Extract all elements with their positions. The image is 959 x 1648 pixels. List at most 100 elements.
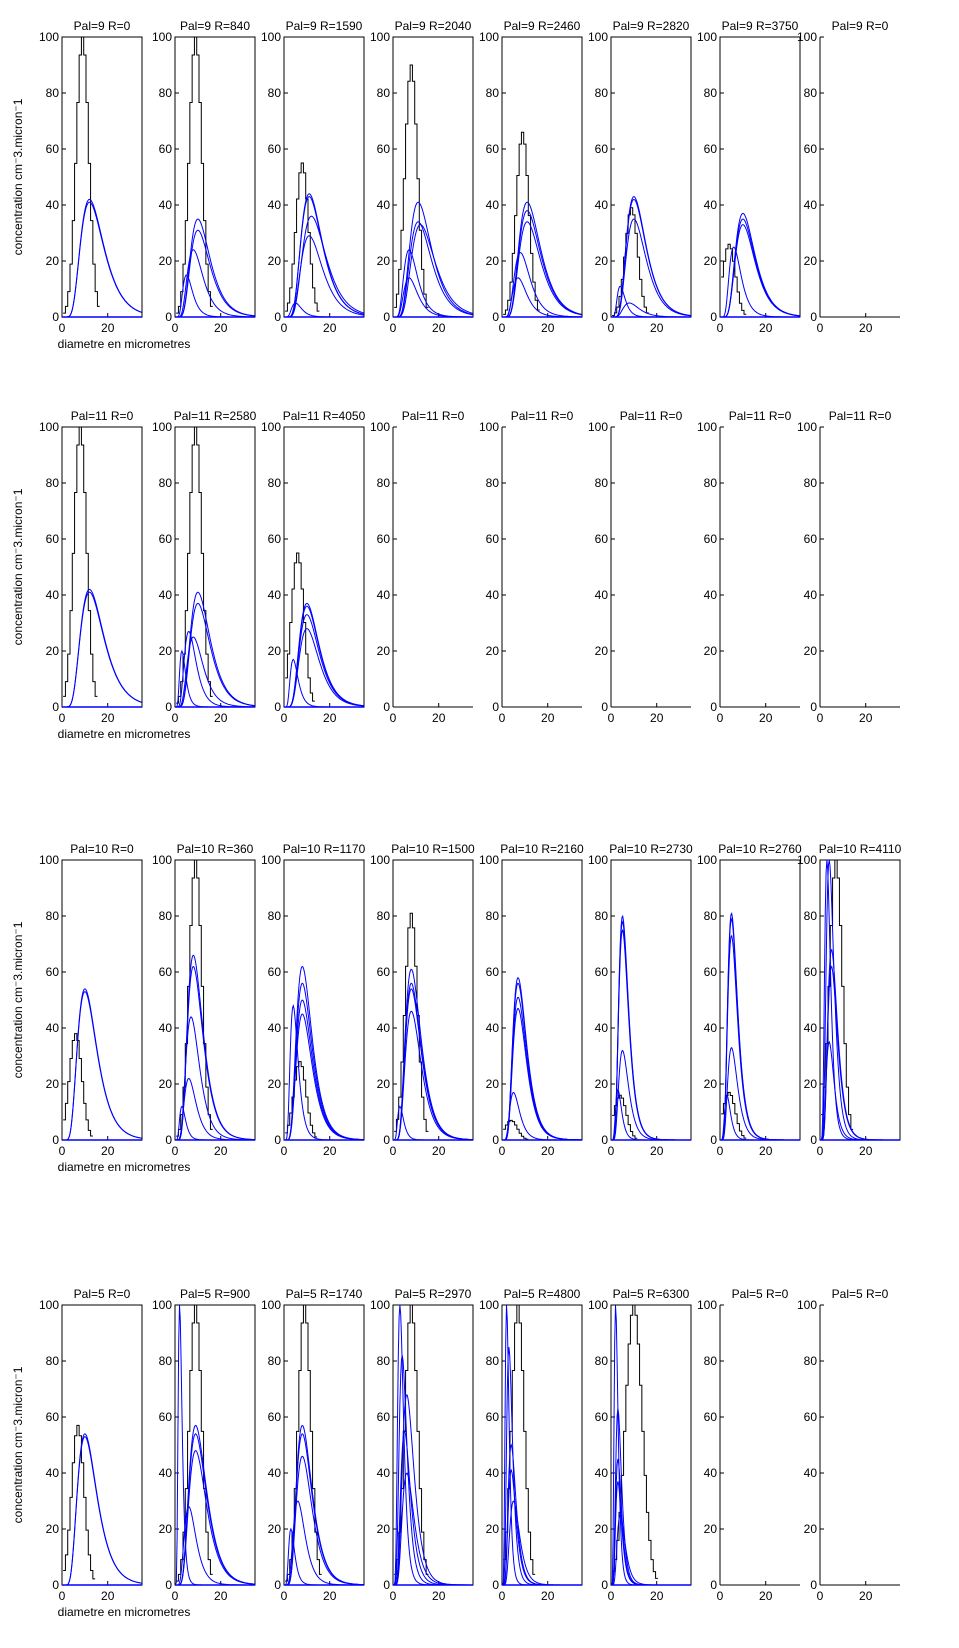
y-tick-label: 80	[704, 86, 718, 100]
y-tick-label: 0	[274, 1578, 281, 1592]
y-tick-label: 0	[492, 310, 499, 324]
y-tick-label: 40	[46, 1021, 60, 1035]
y-tick-label: 0	[165, 1133, 172, 1147]
y-tick-label: 80	[804, 476, 818, 490]
fit-curve-series	[502, 982, 582, 1141]
x-tick-label: 20	[214, 711, 228, 725]
x-tick-label: 0	[59, 1144, 66, 1158]
y-tick-label: 0	[601, 1578, 608, 1592]
y-tick-label: 20	[268, 644, 282, 658]
x-tick-label: 0	[817, 1144, 824, 1158]
y-tick-label: 80	[377, 86, 391, 100]
x-tick-label: 0	[717, 321, 724, 335]
histogram-series	[63, 1033, 93, 1137]
fit-curve-series	[175, 954, 255, 1141]
panel-title: Pal=11 R=0	[620, 409, 683, 423]
fit-curve-series	[502, 1346, 582, 1586]
fit-curve-series	[720, 912, 800, 1141]
y-tick-label: 80	[804, 1354, 818, 1368]
x-tick-label: 20	[101, 1589, 115, 1603]
fit-curve-series	[611, 928, 691, 1141]
x-tick-label: 0	[608, 1144, 615, 1158]
histogram-series	[285, 552, 315, 702]
y-tick-label: 0	[52, 700, 59, 714]
y-tick-label: 60	[595, 965, 609, 979]
y-tick-label: 40	[159, 588, 173, 602]
y-tick-label: 100	[261, 1298, 281, 1312]
y-tick-label: 60	[159, 532, 173, 546]
x-tick-label: 0	[59, 1589, 66, 1603]
panel-frame	[392, 1304, 474, 1586]
x-tick-label: 20	[759, 1144, 773, 1158]
y-tick-label: 0	[810, 700, 817, 714]
y-tick-label: 40	[377, 1021, 391, 1035]
y-tick-label: 80	[804, 86, 818, 100]
y-tick-label: 40	[804, 1021, 818, 1035]
y-tick-label: 60	[159, 1410, 173, 1424]
fit-curve-series	[62, 201, 142, 318]
panel-title: Pal=11 R=0	[511, 409, 574, 423]
x-tick-label: 0	[59, 321, 66, 335]
y-tick-label: 20	[804, 1522, 818, 1536]
y-tick-label: 20	[268, 1522, 282, 1536]
y-tick-label: 40	[704, 588, 718, 602]
fit-curve-series	[611, 1088, 691, 1141]
y-tick-label: 80	[704, 909, 718, 923]
y-tick-label: 40	[159, 1466, 173, 1480]
y-tick-label: 0	[601, 700, 608, 714]
fit-curve-series	[393, 1010, 473, 1141]
fit-curve-series	[820, 965, 900, 1141]
y-tick-label: 40	[268, 198, 282, 212]
y-tick-label: 100	[697, 853, 717, 867]
y-tick-label: 0	[710, 700, 717, 714]
fit-curve-series	[393, 1430, 473, 1586]
y-tick-label: 0	[165, 310, 172, 324]
x-tick-label: 20	[859, 1144, 873, 1158]
y-tick-label: 40	[46, 1466, 60, 1480]
histogram-series	[503, 131, 540, 315]
fit-curve-series	[720, 917, 800, 1141]
x-tick-label: 0	[608, 1589, 615, 1603]
y-tick-label: 20	[486, 254, 500, 268]
y-tick-label: 80	[46, 909, 60, 923]
fit-curve-series	[611, 302, 691, 318]
x-tick-label: 20	[214, 1144, 228, 1158]
y-tick-label: 80	[704, 476, 718, 490]
fit-curve-series	[611, 218, 691, 318]
panel-frame	[392, 859, 474, 1141]
fit-curve-series	[175, 1449, 255, 1586]
y-tick-label: 40	[268, 1021, 282, 1035]
y-tick-label: 80	[486, 909, 500, 923]
y-tick-label: 60	[46, 1410, 60, 1424]
y-tick-label: 0	[52, 1578, 59, 1592]
x-tick-label: 20	[323, 1144, 337, 1158]
fit-curve-series	[393, 1304, 473, 1586]
x-tick-label: 0	[608, 711, 615, 725]
x-tick-label: 0	[281, 711, 288, 725]
y-tick-label: 40	[804, 1466, 818, 1480]
y-tick-label: 20	[46, 1077, 60, 1091]
y-tick-label: 40	[595, 198, 609, 212]
x-tick-label: 20	[101, 1144, 115, 1158]
y-tick-label: 80	[595, 909, 609, 923]
y-tick-label: 60	[704, 532, 718, 546]
fit-curve-series	[284, 614, 364, 708]
panel-frame	[283, 859, 365, 1141]
y-tick-label: 60	[159, 965, 173, 979]
y-tick-label: 60	[377, 142, 391, 156]
y-axis-label: concentration cm⁻3.micron⁻1	[11, 921, 25, 1078]
y-tick-label: 100	[152, 420, 172, 434]
y-tick-label: 100	[261, 420, 281, 434]
y-tick-label: 0	[492, 1578, 499, 1592]
x-tick-label: 0	[608, 321, 615, 335]
x-tick-label: 0	[817, 711, 824, 725]
fit-curve-series	[611, 920, 691, 1141]
y-tick-label: 60	[486, 1410, 500, 1424]
y-tick-label: 40	[595, 1466, 609, 1480]
fit-curve-series	[175, 602, 255, 708]
panel-frame	[283, 1304, 365, 1586]
histogram-series	[394, 64, 429, 308]
fit-curve-series	[720, 218, 800, 318]
y-tick-label: 20	[377, 644, 391, 658]
panel-title: Pal=11 R=0	[71, 409, 134, 423]
